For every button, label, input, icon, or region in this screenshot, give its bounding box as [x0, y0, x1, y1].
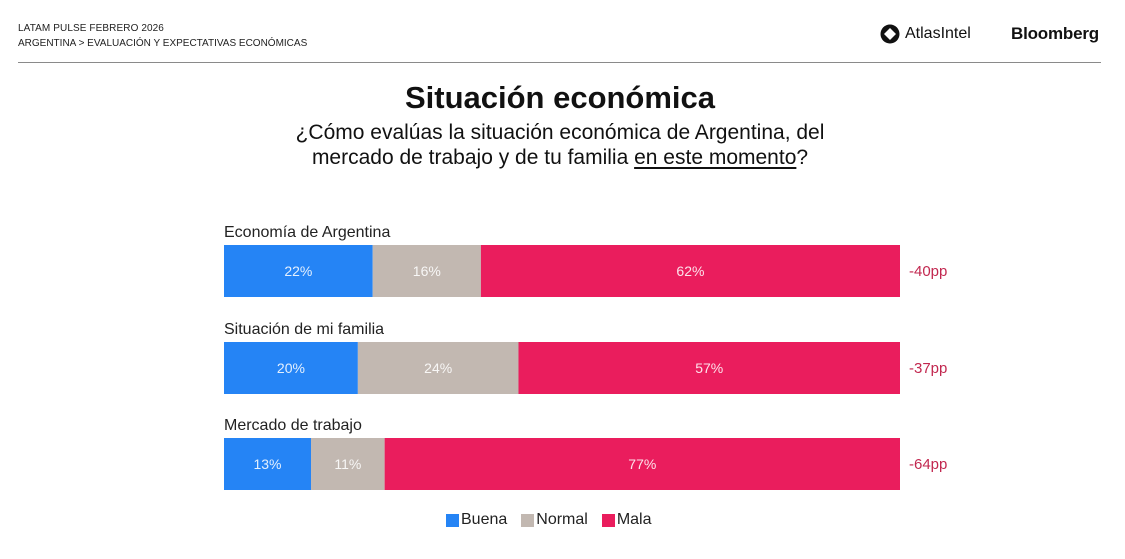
bar-segment-mala [518, 342, 900, 394]
bar-segment-buena [224, 245, 373, 297]
net-balance-label: -37pp [909, 360, 947, 377]
data-label: 20% [277, 360, 305, 376]
data-label: 11% [334, 456, 361, 472]
chart-subtitle: ¿Cómo evalúas la situación económica de … [0, 120, 1120, 170]
category-label: Situación de mi familia [224, 321, 384, 338]
legend-swatch-normal [521, 513, 535, 527]
bar-segment-normal [357, 342, 519, 394]
net-balance-label: -40pp [909, 263, 947, 280]
legend-item-buena: Buena [446, 511, 507, 529]
data-label: 57% [695, 360, 723, 376]
category-label: Economía de Argentina [224, 224, 390, 241]
legend-swatch-buena [446, 513, 459, 527]
bar-segment-mala [384, 438, 900, 490]
data-label: 24% [424, 360, 452, 376]
net-balance-label: -64pp [909, 456, 947, 473]
bar-segment-mala [480, 245, 900, 297]
category-label: Mercado de trabajo [224, 417, 362, 434]
subtitle-line-1: ¿Cómo evalúas la situación económica de … [295, 121, 825, 144]
data-label: 62% [676, 263, 704, 279]
header-line-2: ARGENTINA > EVALUACIÓN Y EXPECTATIVAS EC… [18, 38, 308, 49]
bar-segment-normal [372, 245, 481, 297]
bar-segment-normal [311, 438, 385, 490]
legend-label-mala: Mala [616, 511, 652, 528]
data-label: 22% [284, 263, 312, 279]
data-label: 13% [253, 456, 281, 472]
data-label: 16% [413, 263, 441, 279]
chart-title: Situación económica [404, 80, 716, 115]
bloomberg-logo: Bloomberg [1011, 24, 1099, 43]
header-divider [18, 62, 1101, 63]
header-line-1: LATAM PULSE FEBRERO 2026 [18, 23, 164, 34]
subtitle-line-2-prefix: mercado de trabajo y de tu familia [311, 146, 635, 169]
legend-item-normal: Normal [521, 511, 588, 529]
legend-label-normal: Normal [536, 511, 588, 528]
subtitle-line-2-suffix: ? [796, 146, 809, 169]
subtitle-line-2: mercado de trabajo y de tu familia en es… [0, 145, 1120, 170]
legend-swatch-mala [601, 513, 615, 527]
subtitle-emphasis: en este momento [634, 146, 797, 169]
legend-item-mala: Mala [601, 511, 652, 529]
atlasintel-logo: AtlasIntel [880, 24, 971, 44]
atlasintel-logo-icon [880, 24, 900, 44]
bar-segment-buena [224, 342, 358, 394]
data-label: 77% [628, 456, 656, 472]
chart-legend: Buena Normal Mala [446, 511, 652, 529]
bar-segment-buena [224, 438, 312, 490]
legend-label-buena: Buena [461, 511, 508, 528]
atlasintel-logo-text: AtlasIntel [905, 25, 971, 42]
